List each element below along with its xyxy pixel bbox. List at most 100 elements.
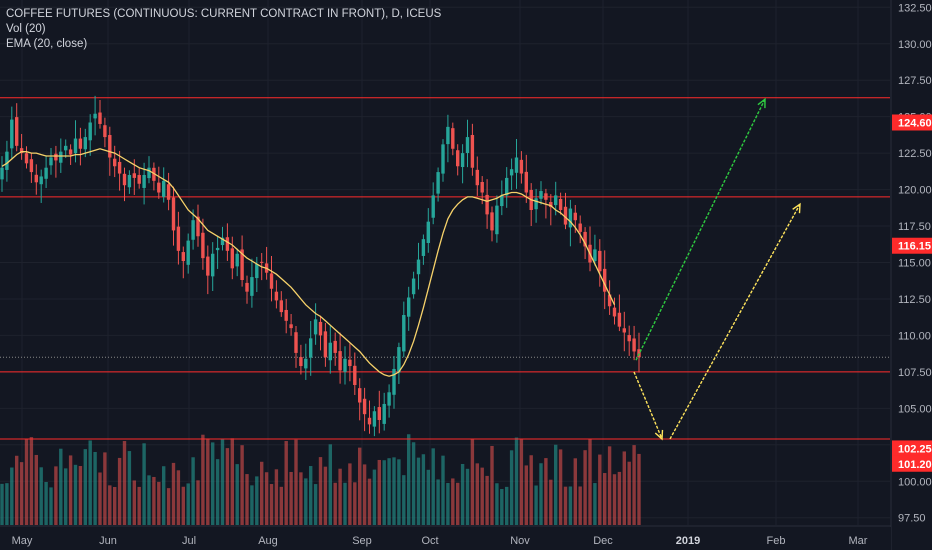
candle-body (78, 138, 83, 149)
candle-body (509, 169, 514, 176)
y-tick-label: 107.50 (898, 367, 932, 379)
candle-body (318, 321, 323, 336)
candle-body (98, 112, 102, 124)
candle-body (245, 282, 249, 292)
volume-bar (372, 469, 377, 525)
candle-body (343, 358, 347, 372)
volume-bar (490, 445, 494, 525)
volume-bar (299, 472, 303, 525)
candle-body (495, 205, 499, 235)
candle-body (211, 253, 215, 277)
candle-body (176, 226, 181, 251)
volume-bar (323, 466, 328, 525)
volume-bar (274, 469, 279, 525)
volume-bar (362, 464, 367, 525)
candle-body (206, 256, 210, 276)
candle-body (39, 176, 43, 185)
candle-body (421, 239, 426, 256)
candlesticks (0, 95, 641, 437)
yellow-arrow-line (669, 203, 801, 440)
volume-bar (113, 486, 117, 525)
volume-bar (191, 457, 195, 525)
candle-body (73, 138, 78, 154)
candle-body (181, 252, 185, 262)
volume-bar (446, 483, 450, 525)
candle-body (382, 403, 386, 424)
volume-bar (93, 451, 97, 525)
volume-bars (0, 434, 641, 525)
volume-bar (578, 486, 582, 525)
candle-body (225, 237, 230, 251)
volume-indicator-label[interactable]: Vol (20) (6, 23, 46, 35)
volume-bar (397, 459, 401, 525)
volume-bar (436, 479, 440, 525)
candle-body (544, 193, 548, 200)
candle-body (49, 157, 53, 166)
time-axis[interactable]: May Jun Jul Aug Sep Oct Nov Dec 2019 Feb Mar (0, 527, 891, 550)
candle-body (475, 169, 479, 186)
x-tick-label: Aug (258, 535, 278, 547)
candle-body (612, 307, 617, 317)
volume-bar (10, 467, 14, 525)
candle-body (607, 294, 612, 307)
y-tick-label: 112.50 (898, 294, 931, 306)
volume-bar (264, 472, 269, 525)
volume-bar (220, 438, 225, 525)
volume-bar (269, 484, 274, 525)
volume-bar (475, 463, 479, 525)
volume-bar (480, 467, 484, 525)
volume-bar (196, 480, 200, 525)
x-tick-label: Dec (593, 535, 613, 547)
candle-body (196, 216, 200, 237)
candle-body (338, 351, 342, 371)
candle-body (220, 237, 225, 246)
volume-bar (421, 454, 426, 525)
green-arrow-line (635, 98, 766, 361)
y-tick-label: 120.00 (898, 185, 932, 197)
volume-bar (500, 489, 504, 525)
horizontal-levels (0, 97, 890, 440)
ema-indicator-label[interactable]: EMA (20, close) (6, 38, 88, 50)
candle-body (59, 151, 63, 163)
volume-bar (431, 448, 435, 525)
volume-bar (529, 455, 533, 525)
candle-body (235, 253, 239, 267)
candle-body (617, 312, 622, 327)
price-badge-label: 124.60 (898, 118, 932, 130)
candle-body (549, 201, 553, 208)
volume-bar (235, 464, 239, 525)
candle-body (387, 392, 391, 406)
volume-bar (34, 454, 38, 525)
volume-bar (215, 459, 220, 525)
price-badge-label: 116.15 (898, 241, 931, 253)
candle-body (279, 300, 283, 313)
price-badge (892, 455, 932, 472)
symbol-title[interactable]: COFFEE FUTURES (CONTINUOUS: CURRENT CONT… (6, 8, 442, 20)
volume-bar (260, 461, 264, 525)
candle-body (117, 161, 122, 174)
candle-body (162, 180, 166, 197)
volume-bar (456, 482, 460, 525)
x-tick-label: Sep (352, 535, 372, 547)
y-tick-label: 117.50 (898, 221, 931, 233)
candle-body (68, 149, 73, 155)
candle-body (166, 184, 171, 200)
volume-bar (108, 485, 112, 525)
candle-body (64, 145, 68, 151)
volume-bar (607, 446, 612, 525)
chart-legend: COFFEE FUTURES (CONTINUOUS: CURRENT CONT… (6, 7, 441, 52)
x-tick-label: Mar (849, 535, 868, 547)
candle-body (554, 195, 558, 206)
price-axis[interactable]: 97.50100.00102.50105.00107.50110.00112.5… (892, 0, 932, 550)
volume-bar (426, 469, 430, 525)
candle-body (627, 335, 631, 342)
candle-body (367, 417, 372, 425)
volume-bar (583, 450, 587, 525)
candle-body (255, 263, 259, 279)
volume-bar (5, 483, 9, 525)
volume-bar (15, 455, 19, 525)
candle-body (392, 368, 396, 395)
candle-body (15, 117, 19, 146)
yellow-arrow-line (633, 371, 663, 440)
